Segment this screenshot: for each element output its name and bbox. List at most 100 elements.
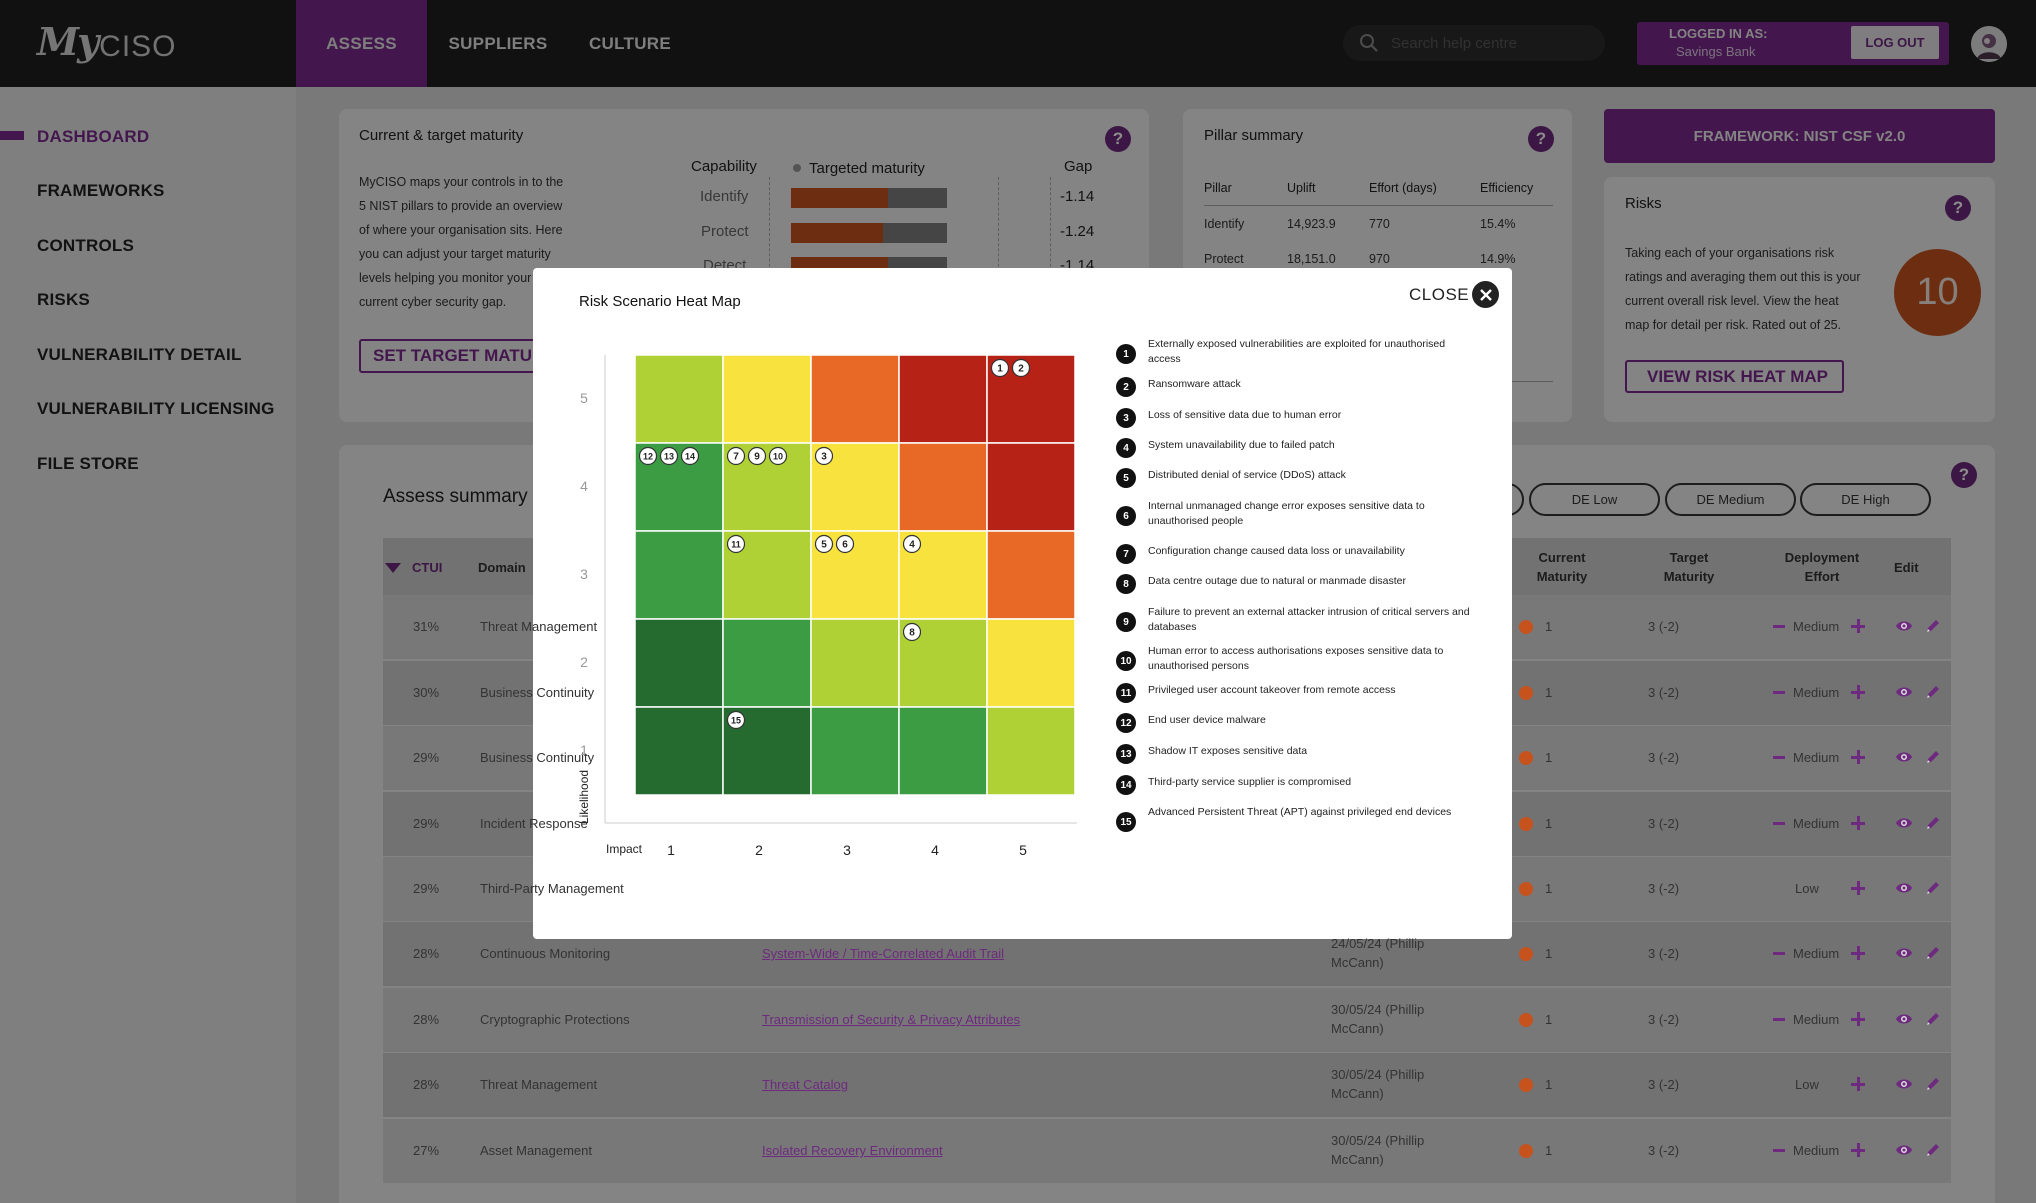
view-eye-icon[interactable]: [1895, 814, 1913, 832]
filter-de-low[interactable]: DE Low: [1529, 483, 1660, 516]
tab-suppliers[interactable]: SUPPLIERS: [448, 33, 548, 53]
view-eye-icon[interactable]: [1895, 617, 1913, 635]
avatar[interactable]: [1971, 26, 2007, 62]
help-icon[interactable]: ?: [1105, 126, 1131, 152]
legend-text: Loss of sensitive data due to human erro…: [1148, 409, 1342, 421]
increase-effort-button[interactable]: [1851, 1012, 1865, 1026]
search-input[interactable]: [1391, 34, 1591, 52]
pillar-cell: 18,151.0: [1287, 252, 1336, 266]
framework-button[interactable]: FRAMEWORK: NIST CSF v2.0: [1604, 109, 1995, 163]
sidebar-item-file-store[interactable]: FILE STORE: [37, 454, 139, 473]
edit-pencil-icon[interactable]: [1924, 944, 1942, 962]
decrease-effort-button[interactable]: [1773, 756, 1785, 759]
edit-pencil-icon[interactable]: [1924, 1010, 1942, 1028]
view-eye-icon[interactable]: [1895, 944, 1913, 962]
deployment-effort-header[interactable]: Deployment Effort: [1784, 550, 1860, 584]
sidebar-item-frameworks[interactable]: FRAMEWORKS: [37, 181, 165, 200]
heat-map-cell: [634, 706, 724, 796]
search-box: [1343, 25, 1605, 61]
decrease-effort-button[interactable]: [1773, 1149, 1785, 1152]
view-eye-icon[interactable]: [1895, 748, 1913, 766]
edit-pencil-icon[interactable]: [1924, 1141, 1942, 1159]
sidebar-item-dashboard[interactable]: DASHBOARD: [37, 127, 150, 146]
ctui-value: 29%: [413, 750, 440, 765]
increase-effort-button[interactable]: [1851, 750, 1865, 764]
increase-effort-button[interactable]: [1851, 1077, 1865, 1091]
active-indicator: [0, 131, 24, 140]
help-icon[interactable]: ?: [1951, 462, 1977, 488]
risk-marker: [814, 446, 834, 466]
sort-desc-icon[interactable]: [385, 563, 401, 573]
control-link[interactable]: System-Wide / Time-Correlated Audit Trai…: [762, 946, 1005, 961]
legend-text: Advanced Persistent Threat (APT) against…: [1148, 806, 1452, 818]
increase-effort-button[interactable]: [1851, 1143, 1865, 1157]
increase-effort-button[interactable]: [1851, 619, 1865, 633]
x-tick-label: 4: [931, 842, 939, 858]
view-risk-heat-map-button[interactable]: VIEW RISK HEAT MAP: [1625, 360, 1844, 393]
help-icon[interactable]: ?: [1945, 195, 1971, 221]
heat-map-cell: [634, 354, 724, 444]
myciso-logo[interactable]: My CISO: [37, 19, 177, 64]
heat-map-cell: [898, 442, 988, 532]
decrease-effort-button[interactable]: [1773, 625, 1785, 628]
edit-pencil-icon[interactable]: [1924, 617, 1942, 635]
current-maturity-header[interactable]: Current Maturity: [1536, 550, 1588, 584]
legend-number-badge: 2: [1116, 377, 1136, 397]
target-maturity-header[interactable]: Target Maturity: [1663, 550, 1715, 584]
heat-map-cell: [986, 706, 1076, 796]
legend-number-badge: 8: [1116, 574, 1136, 594]
edit-pencil-icon[interactable]: [1924, 1075, 1942, 1093]
edit-pencil-icon[interactable]: [1924, 879, 1942, 897]
sidebar-item-risks[interactable]: RISKS: [37, 290, 90, 309]
target-maturity-value: 3 (-2): [1648, 619, 1680, 634]
close-label[interactable]: CLOSE: [1409, 285, 1470, 304]
deployment-effort-value: Medium: [1793, 1143, 1840, 1158]
ctui-header[interactable]: CTUI: [412, 560, 443, 575]
sidebar-item-vulnerability-detail[interactable]: VULNERABILITY DETAIL: [37, 345, 242, 364]
decrease-effort-button[interactable]: [1773, 822, 1785, 825]
control-link[interactable]: Isolated Recovery Environment: [762, 1143, 943, 1158]
domain-value: Third-Party Management: [480, 881, 624, 896]
tab-culture[interactable]: CULTURE: [588, 33, 672, 53]
view-eye-icon[interactable]: [1895, 1075, 1913, 1093]
control-link[interactable]: Threat Catalog: [762, 1077, 848, 1092]
filter-de-high[interactable]: DE High: [1800, 483, 1931, 516]
increase-effort-button[interactable]: [1851, 881, 1865, 895]
maturity-status-dot: [1519, 620, 1533, 634]
sidebar-item-vulnerability-licensing[interactable]: VULNERABILITY LICENSING: [37, 399, 275, 418]
targeted-legend-dot: [793, 164, 801, 172]
close-button[interactable]: [1472, 281, 1499, 308]
risks-card-title: Risks: [1625, 195, 1662, 212]
maturity-status-dot: [1519, 1144, 1533, 1158]
control-link[interactable]: Transmission of Security & Privacy Attri…: [762, 1012, 1021, 1027]
target-maturity-value: 3 (-2): [1648, 881, 1680, 896]
edit-pencil-icon[interactable]: [1924, 814, 1942, 832]
view-eye-icon[interactable]: [1895, 683, 1913, 701]
decrease-effort-button[interactable]: [1773, 1018, 1785, 1021]
sidebar-item-controls[interactable]: CONTROLS: [37, 236, 134, 255]
pillar-cell: Protect: [1204, 252, 1244, 266]
filter-de-medium[interactable]: DE Medium: [1665, 483, 1796, 516]
increase-effort-button[interactable]: [1851, 946, 1865, 960]
logout-button[interactable]: LOG OUT: [1851, 26, 1939, 59]
view-eye-icon[interactable]: [1895, 1010, 1913, 1028]
edit-pencil-icon[interactable]: [1924, 683, 1942, 701]
maturity-status-dot: [1519, 686, 1533, 700]
increase-effort-button[interactable]: [1851, 685, 1865, 699]
domain-header[interactable]: Domain: [478, 560, 526, 575]
view-eye-icon[interactable]: [1895, 1141, 1913, 1159]
decrease-effort-button[interactable]: [1773, 952, 1785, 955]
help-icon[interactable]: ?: [1528, 126, 1554, 152]
legend-text: Internal unmanaged change error exposes …: [1148, 500, 1425, 527]
increase-effort-button[interactable]: [1851, 816, 1865, 830]
risk-marker-label: 5: [821, 540, 827, 551]
x-axis-label: Impact: [606, 842, 643, 856]
current-maturity-value: 1: [1545, 881, 1553, 896]
maturity-status-dot: [1519, 1078, 1533, 1092]
decrease-effort-button[interactable]: [1773, 691, 1785, 694]
deployment-effort-value: Low: [1795, 1077, 1819, 1092]
tab-assess[interactable]: ASSESS: [296, 0, 427, 87]
heat-map-cell: [810, 706, 900, 796]
view-eye-icon[interactable]: [1895, 879, 1913, 897]
edit-pencil-icon[interactable]: [1924, 748, 1942, 766]
